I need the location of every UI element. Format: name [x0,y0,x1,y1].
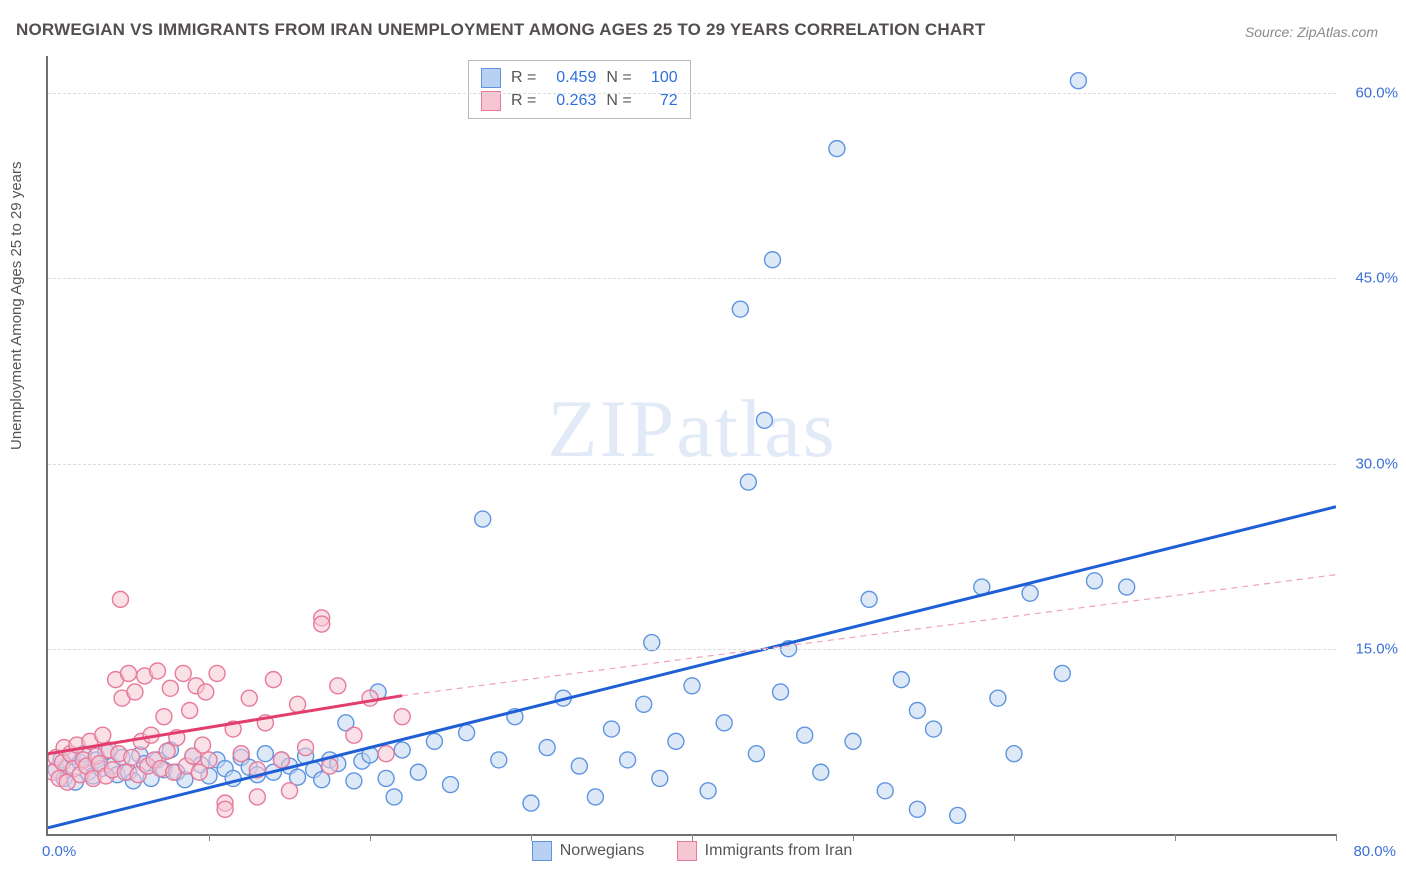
gridline [48,93,1336,94]
x-tick [1336,834,1337,841]
bottom-legend: Norwegians Immigrants from Iran [48,841,1336,866]
legend-item-2: Immigrants from Iran [677,841,853,861]
plot-svg [48,56,1336,834]
legend-label-1: Norwegians [560,842,644,860]
y-tick-label: 15.0% [1355,640,1398,657]
x-tick [1175,834,1176,841]
x-end-label: 80.0% [1353,843,1396,860]
y-tick-label: 45.0% [1355,270,1398,287]
x-tick [531,834,532,841]
x-tick [209,834,210,841]
scatter-plot: ZIPatlas R = 0.459 N = 100 R = 0.263 N =… [46,56,1336,836]
swatch-series-1-icon [532,841,552,861]
x-tick [1014,834,1015,841]
x-tick [692,834,693,841]
gridline [48,278,1336,279]
legend-item-1: Norwegians [532,841,644,861]
y-tick-label: 30.0% [1355,455,1398,472]
gridline [48,649,1336,650]
swatch-series-2-icon [677,841,697,861]
gridline [48,464,1336,465]
x-tick [853,834,854,841]
x-tick [370,834,371,841]
y-tick-label: 60.0% [1355,85,1398,102]
chart-title: NORWEGIAN VS IMMIGRANTS FROM IRAN UNEMPL… [16,20,985,40]
y-axis-label: Unemployment Among Ages 25 to 29 years [8,161,25,450]
legend-label-2: Immigrants from Iran [705,842,853,860]
source-attribution: Source: ZipAtlas.com [1245,24,1378,40]
